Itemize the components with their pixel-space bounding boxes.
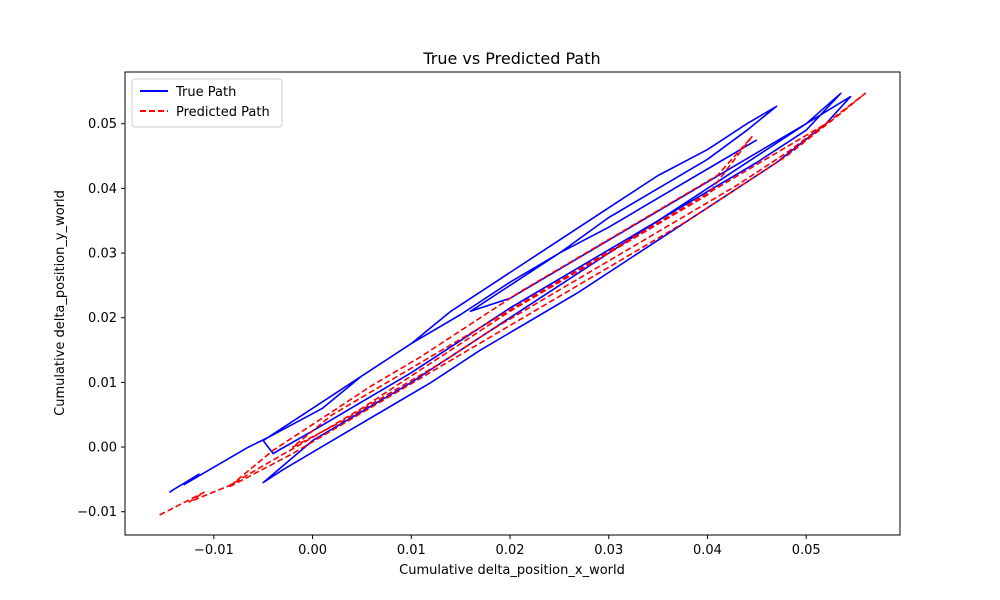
- y-tick-label: 0.01: [88, 376, 117, 391]
- x-tick-label: 0.00: [298, 543, 327, 558]
- y-tick-label: 0.00: [88, 441, 117, 456]
- plot-area: [124, 71, 901, 536]
- series-layer: [159, 92, 867, 516]
- x-tick-label: 0.05: [792, 543, 821, 558]
- x-tick-label: 0.01: [397, 543, 426, 558]
- x-tick-label: 0.03: [594, 543, 623, 558]
- x-axis: −0.01 0.00 0.01 0.02 0.03 0.04 0.05: [194, 535, 821, 558]
- y-tick-label: 0.02: [88, 311, 117, 326]
- y-tick-label: 0.05: [88, 117, 117, 132]
- legend-box: [131, 78, 283, 128]
- x-axis-label: Cumulative delta_position_x_world: [399, 563, 625, 578]
- y-tick-label: 0.03: [88, 247, 117, 262]
- plot-frame: [124, 71, 901, 536]
- chart-title: True vs Predicted Path: [422, 49, 600, 68]
- y-axis: −0.01 0.00 0.01 0.02 0.03 0.04 0.05: [77, 117, 125, 520]
- x-tick-label: 0.02: [496, 543, 525, 558]
- y-axis-label: Cumulative delta_position_y_world: [53, 190, 68, 416]
- series-line-predicted-path: [159, 92, 867, 516]
- y-tick-label: −0.01: [77, 505, 117, 520]
- legend-label-true-path: True Path: [175, 85, 236, 100]
- x-tick-label: 0.04: [693, 543, 722, 558]
- legend-label-predicted-path: Predicted Path: [176, 105, 270, 120]
- legend: True Path Predicted Path: [131, 78, 283, 128]
- series-line-true-path: [168, 92, 852, 493]
- y-tick-label: 0.04: [88, 182, 117, 197]
- x-tick-label: −0.01: [194, 543, 234, 558]
